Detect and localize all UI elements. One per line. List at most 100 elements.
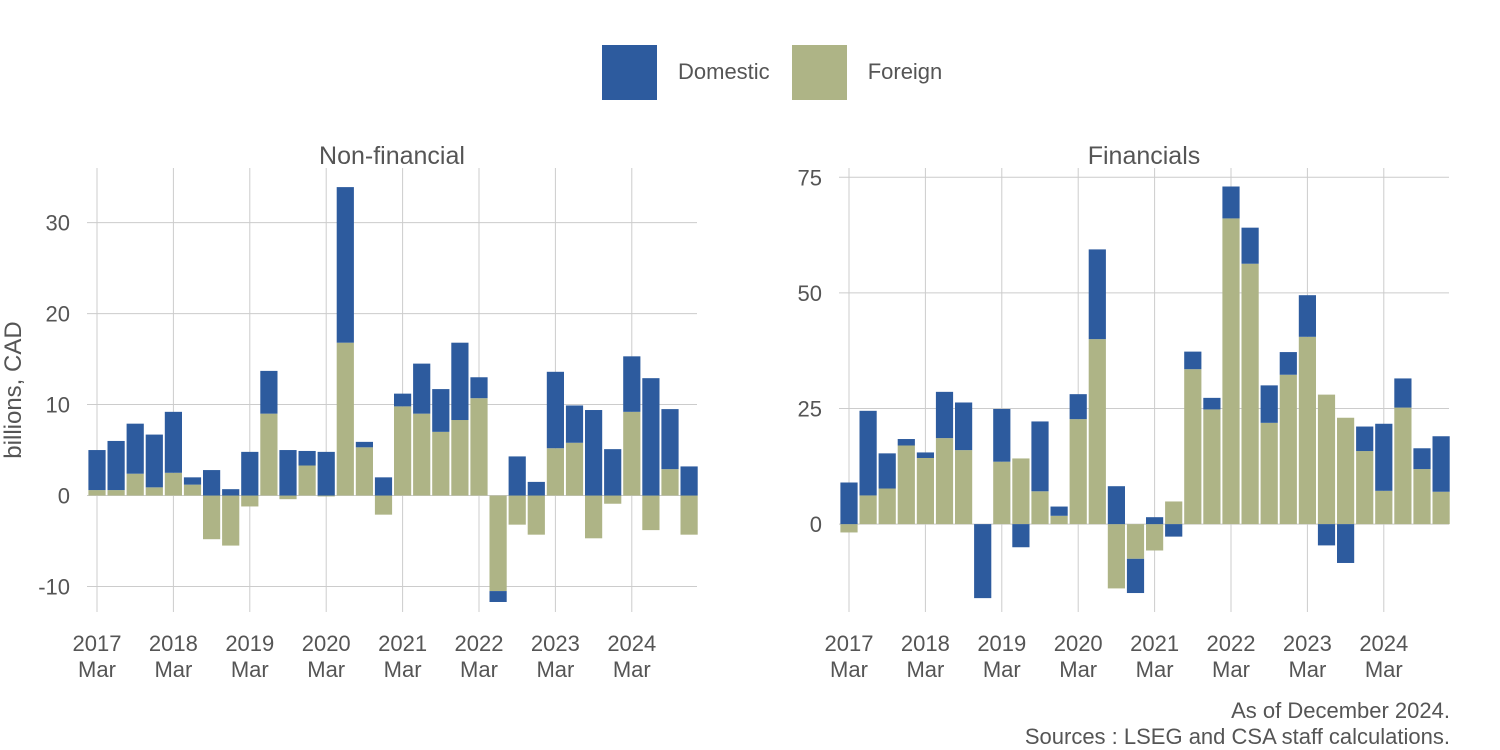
bar-foreign-2022-Q1 — [470, 398, 488, 496]
y-tick-label: -10 — [38, 575, 70, 600]
y-tick-label: 50 — [798, 281, 822, 306]
bar-foreign-2017-Q3 — [878, 488, 896, 525]
bar-foreign-2021-Q4 — [451, 420, 469, 496]
x-tick-label-year: 2022 — [1207, 631, 1256, 656]
x-tick-label-month: Mar — [1212, 657, 1250, 682]
bar-foreign-2022-Q3 — [508, 495, 526, 525]
x-tick-label-year: 2023 — [531, 631, 580, 656]
x-tick-label-month: Mar — [906, 657, 944, 682]
bar-foreign-2020-Q3 — [355, 447, 373, 496]
bar-domestic-2018-Q3 — [203, 470, 221, 496]
bar-domestic-2023-Q4 — [1356, 426, 1374, 452]
bar-domestic-2017-Q4 — [145, 434, 163, 488]
bar-foreign-2024-Q2 — [1394, 407, 1412, 525]
bar-domestic-2019-Q2 — [1012, 524, 1030, 548]
bar-foreign-2024-Q4 — [680, 495, 698, 535]
caption-sources: Sources : LSEG and CSA staff calculation… — [1024, 724, 1450, 749]
bar-domestic-2017-Q1 — [840, 482, 858, 525]
x-tick-label-year: 2024 — [607, 631, 656, 656]
bar-foreign-2023-Q2 — [1317, 394, 1336, 525]
bar-foreign-2017-Q3 — [126, 473, 144, 496]
bar-domestic-2021-Q3 — [432, 389, 450, 432]
bar-domestic-2018-Q4 — [974, 524, 992, 599]
bar-domestic-2018-Q1 — [164, 411, 182, 473]
bar-domestic-2021-Q1 — [1146, 517, 1164, 525]
x-tick-label-month: Mar — [460, 657, 498, 682]
x-tick-label-year: 2020 — [1054, 631, 1103, 656]
panel-title: Non-financial — [319, 142, 465, 170]
bar-foreign-2021-Q3 — [1184, 369, 1202, 525]
bar-foreign-2020-Q2 — [1088, 339, 1106, 525]
bar-foreign-2017-Q1 — [840, 524, 858, 533]
legend: Domestic Foreign — [602, 44, 964, 100]
bar-domestic-2017-Q4 — [897, 439, 915, 446]
bar-domestic-2023-Q1 — [546, 371, 564, 449]
x-tick-label-month: Mar — [154, 657, 192, 682]
legend-label-domestic: Domestic — [678, 59, 770, 84]
bar-domestic-2017-Q3 — [126, 423, 144, 474]
bar-foreign-2023-Q1 — [546, 448, 564, 496]
bar-foreign-2018-Q2 — [935, 438, 954, 525]
bar-domestic-2023-Q3 — [1337, 524, 1355, 563]
bar-foreign-2022-Q1 — [1222, 218, 1240, 525]
bar-foreign-2018-Q2 — [183, 484, 202, 496]
bar-foreign-2021-Q1 — [1146, 524, 1164, 551]
bar-foreign-2020-Q1 — [317, 495, 335, 497]
y-tick-label: 30 — [46, 211, 70, 236]
bar-domestic-2021-Q2 — [1165, 524, 1183, 537]
bar-foreign-2021-Q2 — [1165, 501, 1183, 525]
bar-domestic-2022-Q4 — [527, 481, 545, 496]
x-tick-label-month: Mar — [1288, 657, 1326, 682]
bar-domestic-2019-Q4 — [298, 450, 316, 466]
bar-foreign-2021-Q2 — [413, 413, 431, 496]
bar-domestic-2019-Q4 — [1050, 506, 1068, 516]
bar-domestic-2020-Q3 — [1107, 486, 1125, 525]
bar-domestic-2018-Q1 — [916, 452, 934, 458]
bar-foreign-2023-Q3 — [585, 495, 603, 539]
bar-domestic-2024-Q4 — [680, 466, 698, 496]
bar-domestic-2019-Q2 — [260, 370, 278, 414]
bar-domestic-2018-Q3 — [955, 402, 973, 451]
bar-domestic-2024-Q4 — [1432, 436, 1450, 492]
y-tick-label: 10 — [46, 393, 70, 418]
bar-domestic-2022-Q3 — [508, 456, 526, 496]
bar-domestic-2020-Q1 — [1069, 394, 1087, 420]
bar-domestic-2022-Q1 — [1222, 186, 1240, 219]
bar-foreign-2023-Q2 — [565, 442, 584, 496]
bar-domestic-2024-Q3 — [1413, 448, 1431, 470]
bar-foreign-2024-Q1 — [623, 411, 641, 496]
bar-foreign-2022-Q2 — [1241, 263, 1259, 525]
x-tick-label-month: Mar — [1365, 657, 1403, 682]
x-tick-label-year: 2017 — [73, 631, 122, 656]
bar-foreign-2022-Q4 — [1279, 374, 1297, 525]
bar-foreign-2023-Q1 — [1298, 336, 1316, 525]
bar-domestic-2019-Q3 — [279, 450, 297, 496]
bar-foreign-2019-Q2 — [260, 413, 278, 496]
bar-foreign-2019-Q2 — [1012, 458, 1030, 525]
bar-domestic-2023-Q3 — [585, 410, 603, 496]
bar-foreign-2019-Q3 — [279, 495, 297, 500]
y-tick-label: 75 — [798, 165, 822, 190]
legend-item-domestic: Domestic — [602, 44, 770, 100]
bar-domestic-2021-Q4 — [451, 342, 469, 421]
bar-domestic-2024-Q3 — [661, 409, 679, 470]
legend-label-foreign: Foreign — [867, 59, 943, 84]
bar-foreign-2020-Q2 — [336, 342, 354, 496]
bar-domestic-2021-Q4 — [1203, 397, 1221, 410]
bar-domestic-2017-Q1 — [88, 450, 106, 491]
y-tick-label: 25 — [798, 397, 822, 422]
bar-domestic-2020-Q4 — [374, 477, 393, 496]
bar-foreign-2023-Q4 — [604, 495, 622, 504]
x-tick-label-month: Mar — [78, 657, 116, 682]
bar-foreign-2020-Q1 — [1069, 419, 1087, 525]
y-axis-title: billions, CAD — [0, 321, 27, 458]
x-tick-label-year: 2024 — [1359, 631, 1408, 656]
bar-foreign-2020-Q4 — [1126, 524, 1145, 559]
x-tick-label-year: 2023 — [1283, 631, 1332, 656]
y-tick-label: 20 — [46, 302, 70, 327]
bar-domestic-2020-Q3 — [355, 441, 373, 448]
bar-foreign-2023-Q4 — [1356, 451, 1374, 525]
bar-foreign-2018-Q3 — [203, 495, 221, 540]
bar-domestic-2022-Q2 — [1241, 227, 1259, 264]
x-tick-label-year: 2018 — [901, 631, 950, 656]
